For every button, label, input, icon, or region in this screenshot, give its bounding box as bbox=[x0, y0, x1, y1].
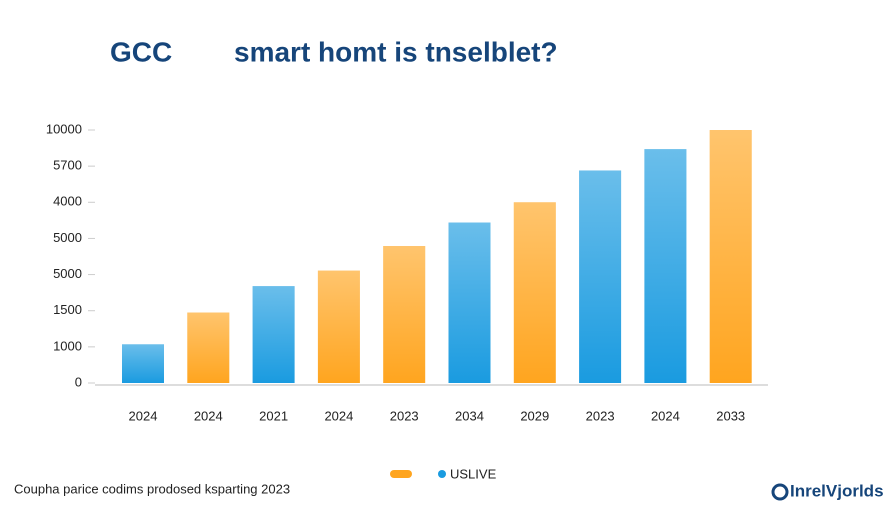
bar-shine bbox=[252, 286, 295, 383]
y-tick-label: 1500 bbox=[53, 302, 82, 317]
legend-swatch bbox=[390, 470, 412, 478]
legend-label: USLIVE bbox=[450, 466, 497, 481]
bar-shine bbox=[709, 130, 752, 383]
brand: InrelVjorlds bbox=[790, 481, 884, 500]
x-tick-label: 2021 bbox=[259, 408, 288, 423]
x-tick-label: 2024 bbox=[651, 408, 680, 423]
x-tick-label: 2024 bbox=[129, 408, 158, 423]
legend-swatch bbox=[438, 470, 446, 478]
y-tick-label: 5000 bbox=[53, 266, 82, 281]
brand-logo bbox=[771, 483, 789, 501]
bar-shine bbox=[187, 312, 230, 383]
chart-title: GCC bbox=[110, 36, 172, 67]
x-tick-label: 2034 bbox=[455, 408, 484, 423]
y-tick-label: 4000 bbox=[53, 194, 82, 209]
x-tick-label: 2023 bbox=[390, 408, 419, 423]
y-tick-label: 1000 bbox=[53, 338, 82, 353]
x-tick-label: 2033 bbox=[716, 408, 745, 423]
x-tick-label: 2029 bbox=[520, 408, 549, 423]
bar-shine bbox=[644, 149, 687, 383]
footnote: Coupha parice codims prodosed ksparting … bbox=[14, 481, 290, 496]
bar-shine bbox=[383, 246, 426, 383]
bar-shine bbox=[513, 202, 556, 383]
bar-shine bbox=[317, 270, 360, 383]
bar-shine bbox=[579, 170, 622, 383]
x-tick-label: 2023 bbox=[586, 408, 615, 423]
y-tick-label: 10000 bbox=[46, 121, 82, 136]
bar-shine bbox=[448, 222, 491, 383]
chart-title: smart homt is tnselblet? bbox=[234, 36, 558, 67]
bar-shine bbox=[122, 344, 164, 383]
y-tick-label: 5700 bbox=[53, 158, 82, 173]
y-tick-label: 5000 bbox=[53, 230, 82, 245]
y-tick-label: 0 bbox=[75, 374, 82, 389]
x-tick-label: 2024 bbox=[324, 408, 353, 423]
x-tick-label: 2024 bbox=[194, 408, 223, 423]
